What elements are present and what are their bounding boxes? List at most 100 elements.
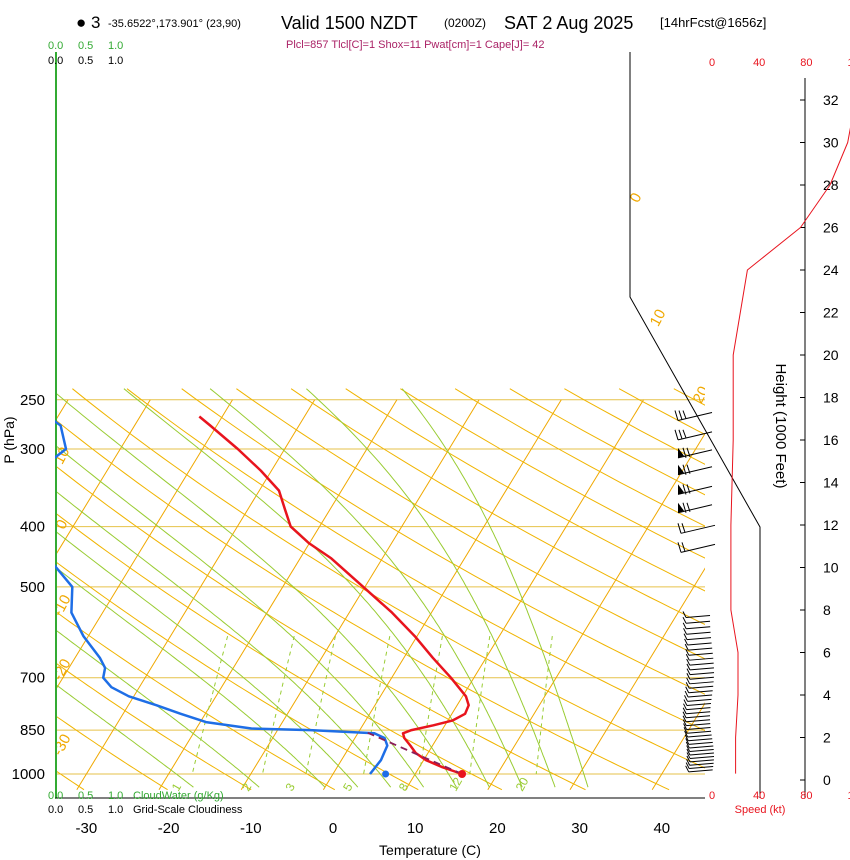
wind-barb-staff: [688, 647, 713, 651]
mixing-ratio-5: [363, 636, 391, 775]
height-tick-label: 16: [823, 432, 839, 448]
moist-adiabat-32: [401, 388, 589, 788]
point-marker: ● 3: [76, 13, 100, 32]
wind-barb-flag: [686, 752, 691, 759]
wind-barb-staff: [689, 748, 714, 752]
wind-barbs: [674, 410, 716, 773]
mixing-ratio-label: 2: [239, 780, 255, 793]
wind-barb: [682, 711, 711, 719]
speed-tick-bottom: 40: [753, 790, 765, 802]
dry-adiabat-340: [181, 388, 705, 695]
wind-barb-flag: [682, 464, 687, 475]
wind-barb: [683, 633, 712, 641]
dry-adiabat-320: [72, 388, 705, 769]
wind-barb-flag: [685, 653, 690, 661]
cloud-bottom-0: 0.0: [48, 790, 63, 802]
wind-barb-staff: [689, 657, 714, 661]
wind-barb-flag: [683, 628, 688, 635]
cloud-bottom-2: 1.0: [108, 790, 123, 802]
wind-barb-staff: [685, 620, 711, 624]
x-tick-label: 20: [489, 820, 506, 837]
dry-adiabat-300: [55, 464, 586, 791]
isotherm-20: [487, 432, 705, 790]
speed-tick-top: 80: [800, 57, 812, 69]
isotherm-label: 10: [51, 444, 74, 467]
wind-barb-staff: [677, 485, 713, 495]
height-tick-label: 20: [823, 347, 839, 363]
wind-barb: [683, 703, 711, 711]
wind-barb-flag: [682, 484, 687, 495]
wind-barb-pennant: [678, 484, 684, 495]
wind-barb-flag: [677, 542, 682, 553]
temperature-profile-line: [198, 415, 470, 776]
height-tick-label: 24: [823, 262, 839, 278]
wind-barb-staff: [680, 524, 716, 534]
speed-tick-bottom: 12: [847, 790, 850, 802]
axis-ticks: -30 -20 -10 0 10 20 30 402503004005007008501000…: [12, 78, 839, 837]
wind-barb-flag: [682, 622, 687, 630]
wind-barb-staff: [685, 715, 711, 719]
wind-barb: [677, 523, 716, 534]
dry-adiabat-250: [55, 714, 168, 791]
cloudiness-top-2: 1.0: [108, 55, 123, 67]
moist-adiabat-0: [55, 566, 326, 788]
wind-barb-flag: [682, 611, 687, 618]
wind-barb-staff: [688, 769, 713, 773]
wind-barb: [686, 668, 715, 676]
parcel-path-line: [366, 731, 463, 775]
wind-barb-staff: [689, 676, 714, 680]
forecast-info: [14hrFcst@1656z]: [660, 15, 766, 30]
isotherm--30: [76, 399, 316, 790]
dry-adiabat-350: [236, 388, 705, 660]
height-tick-label: 28: [823, 177, 839, 193]
wind-barb-flag: [683, 703, 687, 710]
cloudiness-top-0: 0.0: [48, 55, 63, 67]
isotherm--20: [158, 399, 398, 790]
wind-barb-flag: [686, 748, 691, 756]
wind-barb-staff: [688, 741, 713, 745]
wind-barb: [686, 755, 714, 763]
wind-barb: [684, 690, 713, 698]
isotherm-label: 30: [730, 465, 753, 488]
x-tick-label: -20: [158, 820, 180, 837]
wind-barb: [683, 727, 712, 734]
wind-barb-flag: [685, 738, 690, 745]
height-tick-label: 18: [823, 390, 839, 406]
wind-barb-staff: [689, 752, 714, 756]
wind-barb-staff: [686, 626, 711, 630]
wind-barb-staff: [688, 738, 713, 742]
wind-barb-flag: [685, 765, 690, 773]
wind-barb-flag: [686, 658, 691, 666]
wind-barb: [683, 699, 711, 707]
moist-adiabat--8: [55, 628, 260, 788]
wind-barb-flag: [684, 643, 689, 651]
wind-barb-staff: [689, 745, 714, 749]
dewpoint-profile-line: [55, 419, 389, 775]
mixing-ratio-label: 20: [513, 775, 532, 794]
wind-barb: [684, 734, 713, 742]
height-tick-label: 4: [823, 687, 831, 703]
mixing-ratio-label: 12: [446, 775, 465, 794]
wind-barb-flag: [682, 616, 687, 624]
moist-adiabat-12: [55, 444, 425, 788]
utc-time: (0200Z): [444, 16, 486, 30]
speed-tick-bottom: 80: [800, 790, 812, 802]
isotherm-label: -30: [49, 731, 74, 758]
mixing-ratio-2: [262, 635, 295, 775]
wind-barb-flag: [686, 464, 691, 474]
speed-profile-line: [730, 127, 850, 774]
wind-barb-staff: [687, 730, 712, 734]
wind-barb-flag: [686, 502, 691, 512]
wind-barb-staff: [686, 711, 711, 715]
wind-barb-flag: [686, 663, 691, 671]
cloud-scale-bottom: 0.0 0.5 1.0 CloudWater (g/Kg) 0.0 0.5 1.…: [48, 790, 243, 816]
wind-barb: [686, 745, 714, 752]
height-tick-label: 0: [823, 772, 831, 788]
isotherm-50: [734, 400, 850, 790]
wind-barb-flag: [684, 638, 689, 646]
dry-adiabat-380: [400, 388, 705, 559]
wind-barb-staff: [688, 690, 713, 694]
wind-barb: [674, 410, 713, 422]
wind-barb-flag: [686, 755, 691, 763]
